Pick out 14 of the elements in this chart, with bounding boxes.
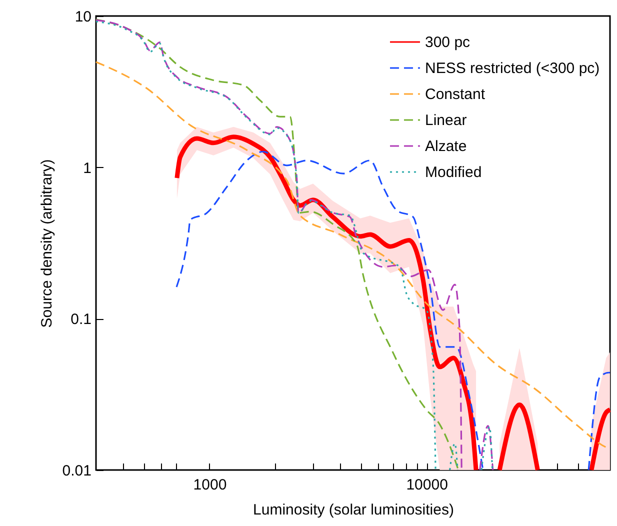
x-tick-label: 1000 [193,476,227,494]
legend-label: Modified [425,164,482,181]
y-tick-label: 0.1 [70,311,92,328]
legend-label: Linear [425,112,467,129]
legend-label: Constant [425,86,486,103]
y-tick-label: 10 [74,8,92,26]
legend-label: 300 pc [425,34,471,51]
y-tick-label: 1 [83,160,92,177]
x-tick-label: 10000 [406,476,448,494]
x-axis-title: Luminosity (solar luminosities) [253,502,454,518]
legend-label: NESS restricted (<300 pc) [425,60,600,77]
y-tick-label: 0.01 [62,462,92,480]
y-axis-title: Source density (arbitrary) [38,159,56,328]
legend-label: Alzate [425,138,467,155]
